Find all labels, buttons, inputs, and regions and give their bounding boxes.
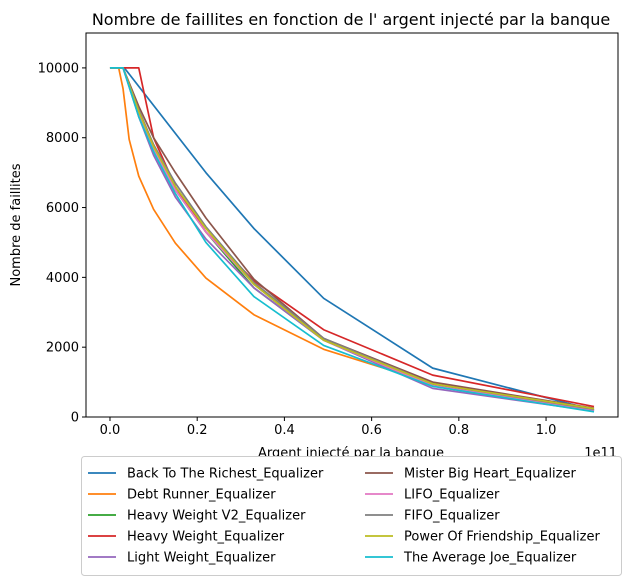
legend-label: LIFO_Equalizer: [404, 488, 500, 503]
series-line-2: [109, 67, 595, 411]
y-tick-label: 10000: [38, 61, 79, 76]
x-tick-label: 0.8: [448, 423, 469, 438]
y-tick-label: 0: [71, 411, 79, 426]
legend-label: The Average Joe_Equalizer: [403, 551, 577, 566]
series-lines: [109, 67, 595, 413]
series-line-5: [109, 67, 595, 412]
legend-label: FIFO_Equalizer: [404, 509, 500, 524]
x-tick-label: 0.2: [187, 423, 208, 438]
legend-box: [81, 456, 622, 576]
series-line-10: [109, 67, 595, 413]
legend-label: Heavy Weight V2_Equalizer: [127, 509, 306, 524]
series-line-3: [109, 67, 595, 412]
y-tick-label: 8000: [46, 131, 79, 146]
legend-label: Heavy Weight_Equalizer: [127, 530, 285, 545]
axes: 0.0 0.2 0.4 0.6 0.8 1.0 0 2000 4000 6000 8000 10000: [38, 61, 557, 438]
x-tick-label: 1.0: [536, 423, 557, 438]
series-line-6: [109, 67, 595, 410]
y-tick-label: 4000: [46, 271, 79, 286]
chart-title: Nombre de faillites en fonction de l' ar…: [92, 10, 610, 29]
y-axis-label: Nombre de faillites: [9, 163, 24, 286]
legend-label: Light Weight_Equalizer: [127, 551, 276, 566]
x-tick-label: 0.4: [274, 423, 295, 438]
legend-label: Power Of Friendship_Equalizer: [404, 530, 600, 545]
plot-frame: [85, 32, 619, 418]
y-tick-label: 2000: [46, 341, 79, 356]
legend-label: Back To The Richest_Equalizer: [127, 467, 324, 482]
legend-label: Mister Big Heart_Equalizer: [404, 467, 576, 482]
y-tick-label: 6000: [46, 201, 79, 216]
x-tick-label: 0.0: [100, 423, 121, 438]
legend: Back To The Richest_Equalizer Debt Runner…: [81, 456, 622, 576]
legend-label: Debt Runner_Equalizer: [127, 488, 276, 503]
x-tick-label: 0.6: [361, 423, 382, 438]
